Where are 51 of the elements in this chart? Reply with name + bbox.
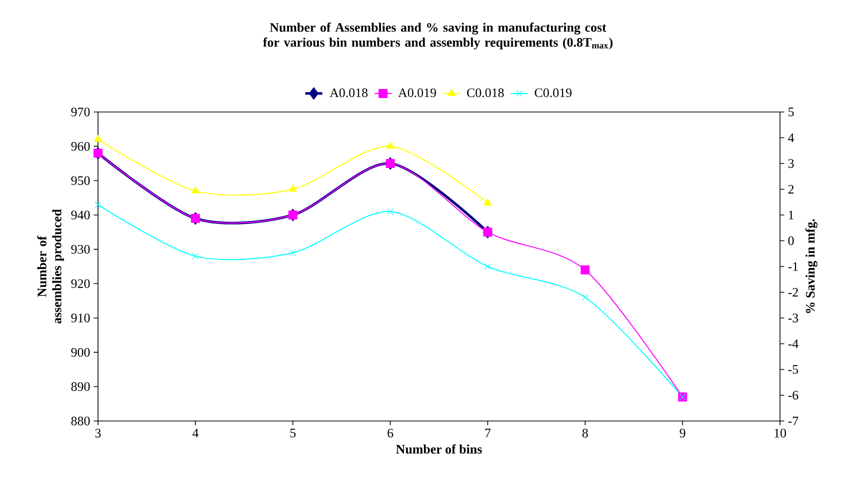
point [484,263,491,270]
point [94,201,102,208]
chart-title: Number of Assemblies and % saving in manufacturing cost for various bin numbers and assembly requirements (0.8T$_{max}$) [263,22,613,50]
x-tick-label: 6 [388,428,394,438]
legend-label: C0.019 [534,88,572,98]
point [387,208,394,215]
y-tick-label: 950 [71,176,90,186]
x-axis-title: Number of bins [396,444,482,454]
y-axis-title: Number of assemblies produced [37,209,64,324]
y2-tick-label: 5 [788,108,794,116]
y-tick-label: 940 [71,210,90,220]
y2-tick-label: -7 [788,416,798,426]
y-tick-label: 970 [71,108,90,116]
y2-tick-label: -2 [788,288,798,297]
x-tick-label: 7 [485,428,491,438]
point [192,252,199,260]
y-tick-label: 900 [71,348,90,357]
point [386,142,394,149]
point [484,198,492,206]
y2-tick-label: -6 [788,390,798,400]
point [582,294,588,301]
legend-label: A0.019 [398,88,436,98]
y-tick-label: 920 [71,279,90,288]
x-tick-label: 4 [192,428,198,438]
y-tick-label: 910 [71,314,90,322]
point [290,249,296,256]
y2-tick-label: 4 [788,133,794,142]
y2-tick-label: 2 [788,184,794,194]
y2-tick-label: -3 [788,314,798,322]
x-tick-label: 5 [290,428,296,438]
point [192,186,200,194]
y2-tick-label: 3 [788,159,794,168]
y-tick-label: 960 [71,142,90,151]
y-tick-label: 930 [71,244,90,254]
x-tick-label: 9 [680,428,686,438]
point [580,265,590,274]
legend-label: A0.018 [330,88,368,98]
y-tick-label: 880 [71,416,90,426]
x-tick-label: 3 [95,428,101,438]
y-tick-label: 890 [71,382,90,392]
point [94,134,102,142]
y2-tick-label: 0 [788,236,794,246]
y2-tick-label: 1 [788,210,794,220]
legend-label: C0.018 [467,88,504,98]
y2-tick-label: -5 [788,365,798,374]
x-tick-label: 10 [774,428,786,438]
x-tick-label: 8 [582,428,588,438]
y2-tick-label: -1 [788,262,798,271]
y2-axis-title: % Saving in mfg. [805,219,818,314]
y2-tick-label: -4 [788,339,798,348]
point [288,184,297,192]
